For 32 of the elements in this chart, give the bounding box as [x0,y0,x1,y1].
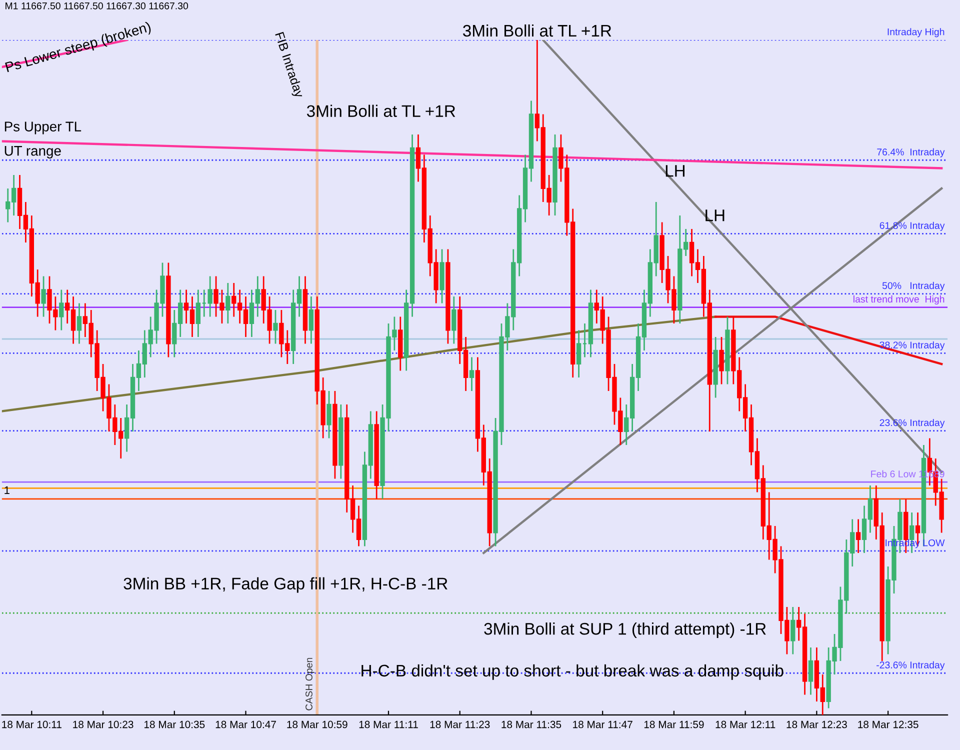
ref-line-label: 50% Intraday [882,282,945,291]
annotation: FIB Intraday [272,32,304,100]
ref-line-label: 38.2% Intraday [880,341,945,350]
x-tick-label: 18 Mar 11:11 [359,720,418,728]
x-tick-label: 18 Mar 11:47 [573,720,632,728]
x-tick-label: 18 Mar 11:59 [644,720,704,728]
x-tick-label: 18 Mar 10:59 [287,720,348,728]
x-tick-label: 18 Mar 12:23 [786,720,847,728]
annotation: LH [666,165,684,177]
ref-line-label: CASH Open [306,658,314,710]
x-tick-label: 18 Mar 10:35 [144,720,205,728]
annotation: Ps Upper TL [4,122,82,134]
ref-line-label: Intraday High [888,28,944,38]
ref-line-label: -23.6% Intraday [876,661,945,670]
x-tick-label: 18 Mar 11:23 [430,720,490,728]
ref-line-label: 76.4% Intraday [877,148,945,158]
annotation: 3Min BB +1R, Fade Gap fill +1R, H-C-B -1R [124,577,448,593]
annotation: UT range [4,146,61,158]
annotation: LH [706,210,724,222]
text: M1 11667.50 11667.50 11667.30 11667.30 [6,2,188,10]
x-tick-label: 18 Mar 10:23 [73,720,134,728]
annotation: 3Min Bolli at TL +1R [306,104,456,118]
candlestick [273,309,278,344]
annotation: 3Min Bolli at TL +1R [462,24,612,37]
annotation: 3Min Bolli at SUP 1 (third attempt) -1R [484,622,766,638]
x-tick-label: 18 Mar 10:47 [216,720,276,728]
annotation: H-C-B didn't set up to short - but break was a damp squib [362,664,784,680]
ref-line-label: last trend move High [854,295,944,304]
x-tick-label: 18 Mar 10:11 [2,720,62,728]
x-tick-label: 18 Mar 12:11 [716,720,776,728]
x-tick-label: 18 Mar 11:35 [502,720,562,728]
x-tick-label: 18 Mar 12:35 [858,720,918,728]
